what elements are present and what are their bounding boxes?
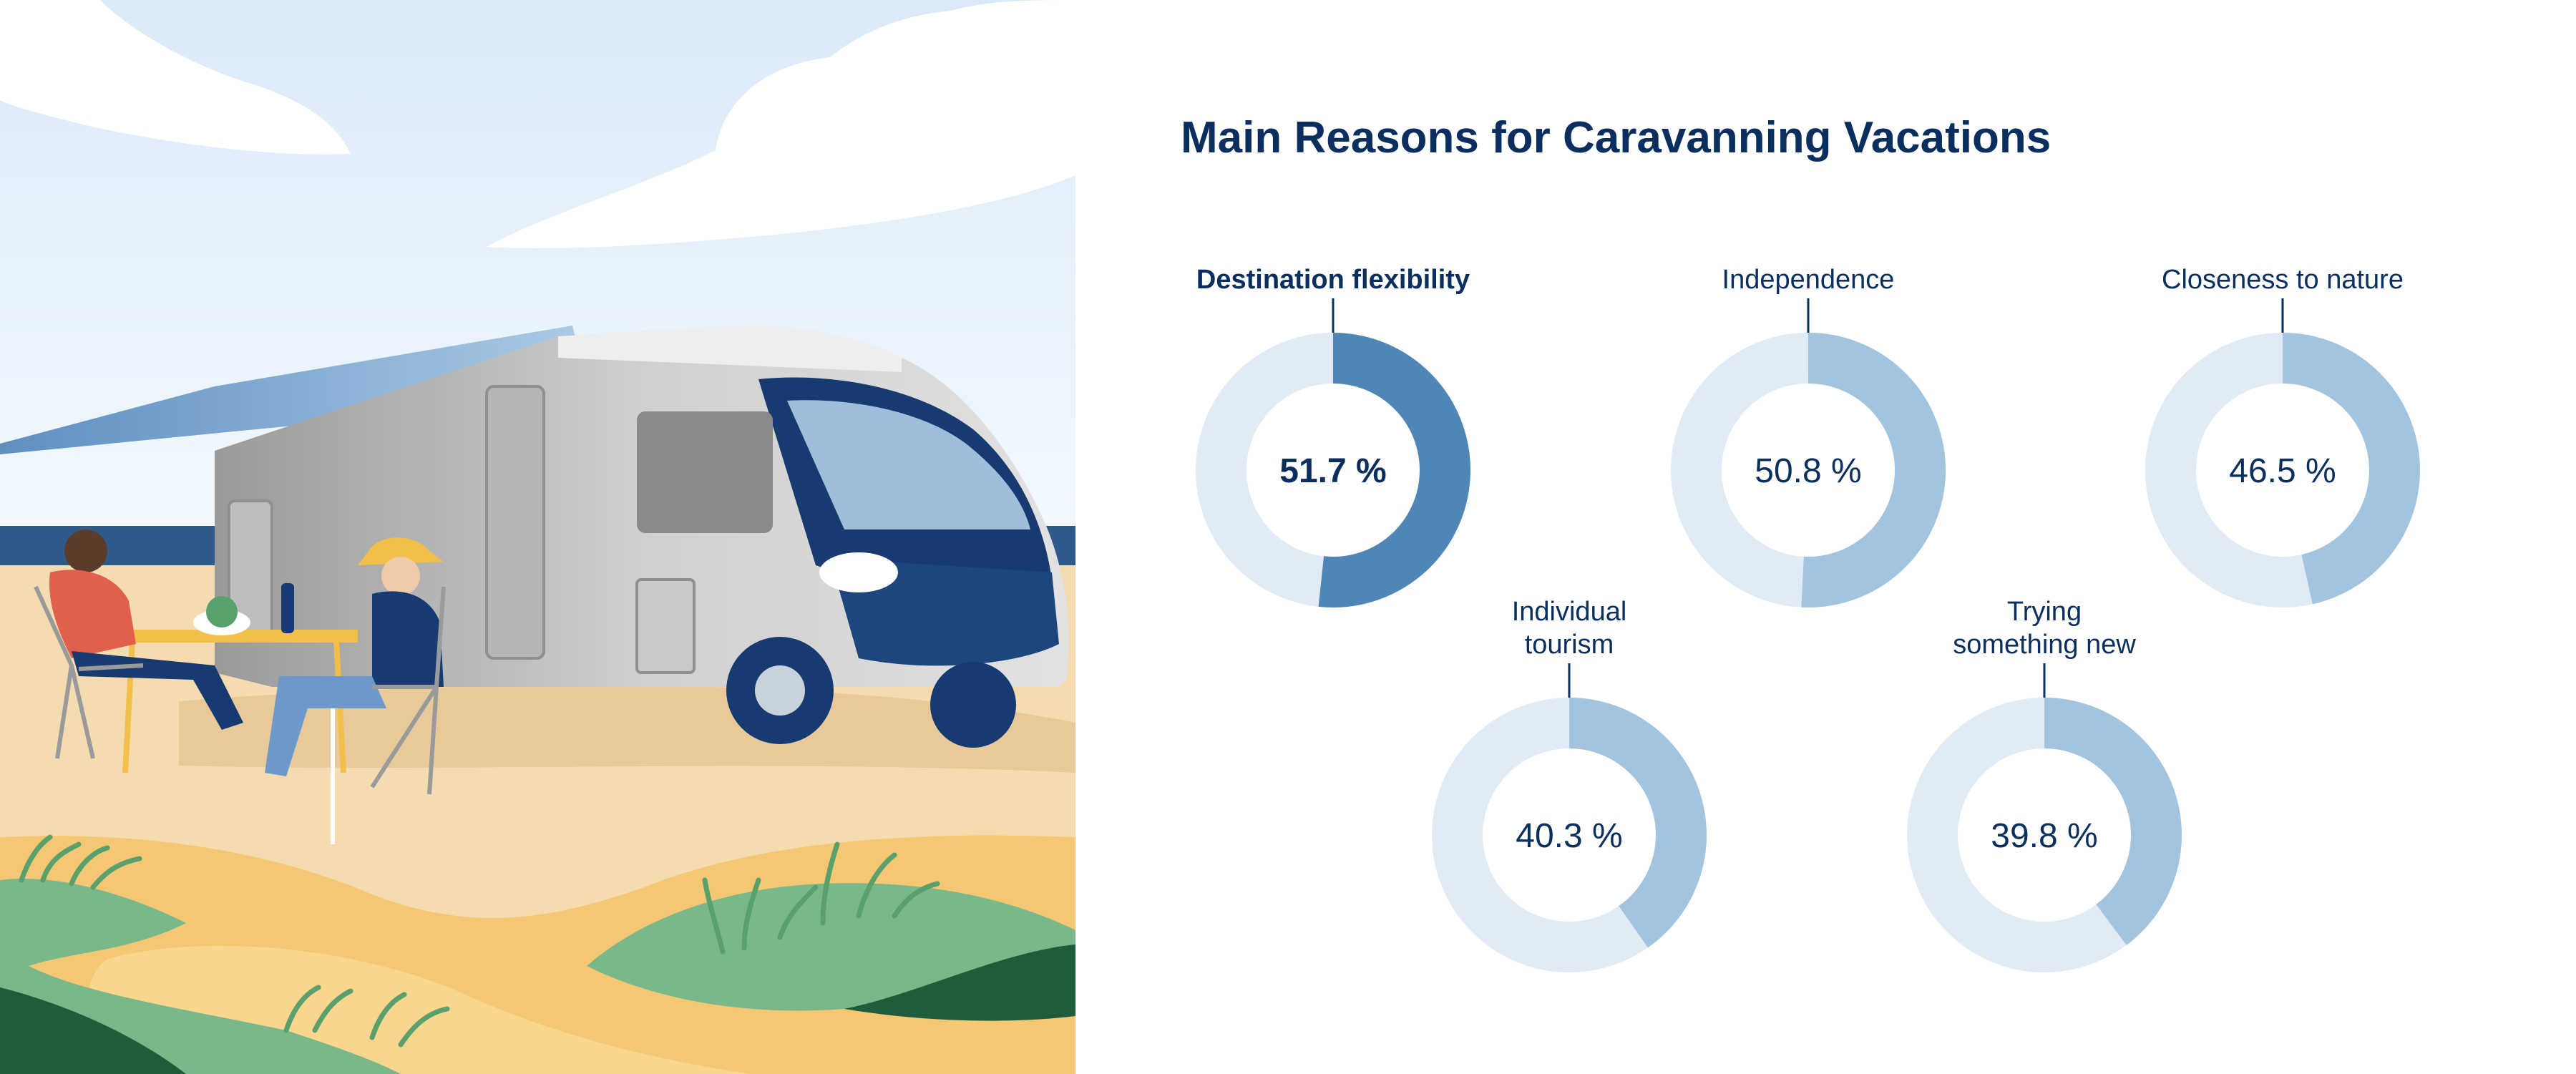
caravan-beach-illustration [0,0,1075,1074]
donut-1: 51.7 % Destination flexibility [1196,265,1470,607]
person-left-legs [72,651,243,730]
grass-dark-right [844,944,1075,1021]
side-door [485,385,545,660]
donut-category-label: Destination flexibility [1196,265,1470,295]
donut-category-label: tourism [1525,630,1614,660]
awning [0,326,580,454]
cloud-left [0,0,351,155]
chair-left [34,585,144,759]
donut-3: 46.5 % Closeness to nature [2145,265,2420,607]
donut-value-arc [2044,698,2182,945]
person-right-hat [358,537,444,565]
donut-value-label: 40.3 % [1516,817,1622,855]
donut-value-label: 46.5 % [2229,452,2336,490]
chair-right [370,586,446,795]
table-top [114,630,358,643]
salad [206,596,238,628]
donut-value-label: 39.8 % [1991,817,2097,855]
person-right-head [381,557,420,595]
donut-value-label: 50.8 % [1755,452,1861,490]
person-right-body [372,591,444,687]
donut-value-label: 51.7 % [1279,452,1386,490]
donut-group: 51.7 % Destination flexibility 50.8 % Indep… [1196,265,2420,972]
donut-category-label: Trying [2007,597,2082,627]
wine-bottle [281,583,294,633]
donut-category-label: Individual [1512,597,1627,627]
donut-value-arc [1318,333,1470,607]
vehicle-roofline [558,326,902,372]
donut-category-label: Independence [1722,265,1895,295]
donut-category-label: Closeness to nature [2162,265,2404,295]
donut-2: 50.8 % Independence [1671,265,1946,607]
person-left-head [64,529,107,572]
chart-title: Main Reasons for Caravanning Vacations [1181,113,2051,162]
grass-dark-left [0,987,186,1074]
side-window [637,411,773,533]
vehicle-shadow [179,685,1075,773]
donut-value-arc [1801,333,1946,607]
windshield [787,400,1030,529]
rear-wheel [930,662,1016,748]
headlight [819,552,898,592]
donut-category-label: something new [1953,630,2136,660]
donut-value-arc [1568,698,1707,948]
donut-value-arc [2282,333,2420,605]
cloud-right [487,0,1075,248]
grass-blades [19,834,940,1048]
hatch [635,578,696,674]
person-right-legs [265,676,386,776]
front-hub [755,665,805,716]
person-left-body [49,570,136,658]
